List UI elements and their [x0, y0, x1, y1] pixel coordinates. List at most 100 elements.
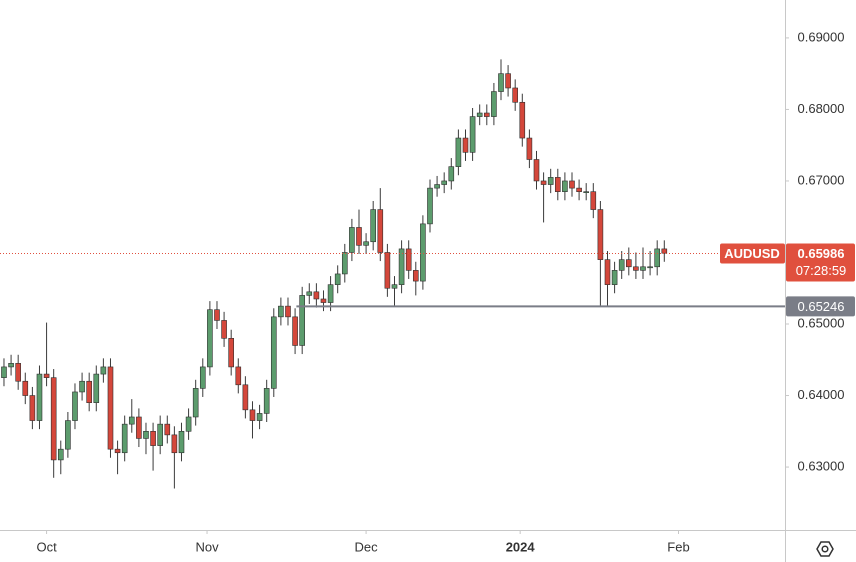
- candle-body: [441, 180, 447, 185]
- candle-body: [562, 180, 568, 192]
- candle-body: [22, 380, 29, 396]
- candle-body: [278, 305, 284, 318]
- symbol-box: [720, 243, 785, 264]
- y-tick-label: 0.69000: [798, 29, 845, 44]
- candle-body: [270, 316, 277, 389]
- candle-body: [540, 180, 547, 185]
- settings-button[interactable]: [816, 541, 834, 557]
- last-price-label: 0.65986: [798, 246, 845, 261]
- candle-body: [370, 209, 376, 243]
- candle-body: [29, 395, 36, 421]
- x-tick-label: Oct: [36, 539, 57, 554]
- candle-body: [498, 73, 504, 92]
- candle-body: [121, 423, 128, 454]
- candle-body: [590, 191, 597, 210]
- symbol-label: AUDUSD: [724, 246, 780, 261]
- candle-body: [647, 266, 653, 269]
- candle-body: [299, 295, 305, 346]
- candle-body: [1, 366, 7, 378]
- candle-body: [263, 388, 270, 414]
- candle-body: [398, 248, 405, 285]
- candle-body: [576, 187, 582, 192]
- candle-body: [36, 373, 43, 421]
- candle-body: [164, 423, 171, 436]
- candle-body: [178, 430, 185, 454]
- candle-body: [469, 116, 476, 153]
- candle-body: [654, 248, 660, 268]
- candle-body: [547, 177, 554, 185]
- candle-body: [526, 137, 533, 160]
- candle-body: [72, 391, 78, 421]
- candle-body: [618, 259, 625, 271]
- candle-body: [157, 423, 163, 446]
- candle-body: [625, 259, 632, 268]
- candle-body: [242, 384, 249, 411]
- candle-body: [583, 191, 589, 193]
- candle-body: [491, 91, 497, 117]
- candle-body: [512, 87, 518, 103]
- candle-body: [86, 380, 92, 403]
- y-tick-label: 0.68000: [798, 101, 845, 116]
- candle-body: [483, 112, 490, 117]
- candle-body: [633, 266, 639, 271]
- candle-body: [306, 291, 313, 296]
- candle-body: [569, 180, 575, 189]
- candle-body: [611, 270, 618, 285]
- candle-body: [505, 73, 511, 89]
- candle-body: [50, 377, 57, 461]
- plot-area: [1, 59, 668, 489]
- y-tick-label: 0.63000: [798, 458, 845, 473]
- candle-body: [128, 416, 135, 425]
- x-tick-label: Dec: [355, 539, 379, 554]
- candle-body: [207, 309, 213, 368]
- candle-body: [327, 284, 334, 303]
- settings-icon[interactable]: [816, 541, 834, 557]
- candle-body: [79, 380, 85, 393]
- candle-body: [533, 159, 540, 182]
- candle-body: [412, 270, 419, 282]
- candle-body: [363, 241, 369, 246]
- candle-body: [320, 298, 327, 303]
- candle-body: [334, 273, 341, 285]
- candle-body: [604, 259, 611, 285]
- candle-body: [256, 413, 263, 421]
- candle-body: [420, 223, 426, 282]
- support-price-box: [786, 296, 855, 317]
- candle-body: [100, 366, 107, 375]
- x-tick-label: Nov: [195, 539, 219, 554]
- support-price-label: 0.65246: [798, 299, 845, 314]
- settings-icon-center[interactable]: [821, 545, 829, 553]
- candle-body: [114, 448, 121, 454]
- candle-body: [377, 209, 384, 253]
- candle-body: [249, 409, 256, 421]
- candle-body: [185, 416, 192, 432]
- y-tick-label: 0.65000: [798, 315, 845, 330]
- candle-body: [221, 320, 227, 339]
- candle-body: [384, 252, 391, 289]
- countdown-label: 07:28:59: [796, 263, 847, 278]
- candle-body: [391, 284, 398, 289]
- last-price-box: [786, 243, 855, 282]
- candle-body: [43, 373, 50, 378]
- candle-body: [405, 248, 412, 271]
- candle-body: [107, 366, 114, 450]
- candle-body: [93, 373, 100, 403]
- candle-body: [349, 227, 355, 253]
- candle-body: [150, 430, 156, 446]
- candle-body: [455, 137, 462, 167]
- candle-body: [136, 416, 142, 439]
- candle-body: [228, 338, 234, 368]
- candle-body: [313, 291, 320, 300]
- candle-body: [192, 388, 199, 418]
- candle-body: [57, 448, 64, 461]
- candle-body: [199, 366, 206, 389]
- x-tick-label: Feb: [667, 539, 689, 554]
- candle-body: [519, 101, 526, 139]
- candle-body: [143, 430, 149, 439]
- candle-body: [427, 187, 433, 225]
- candle-body: [341, 252, 348, 275]
- x-tick-label: 2024: [506, 539, 536, 554]
- candle-body: [8, 363, 14, 368]
